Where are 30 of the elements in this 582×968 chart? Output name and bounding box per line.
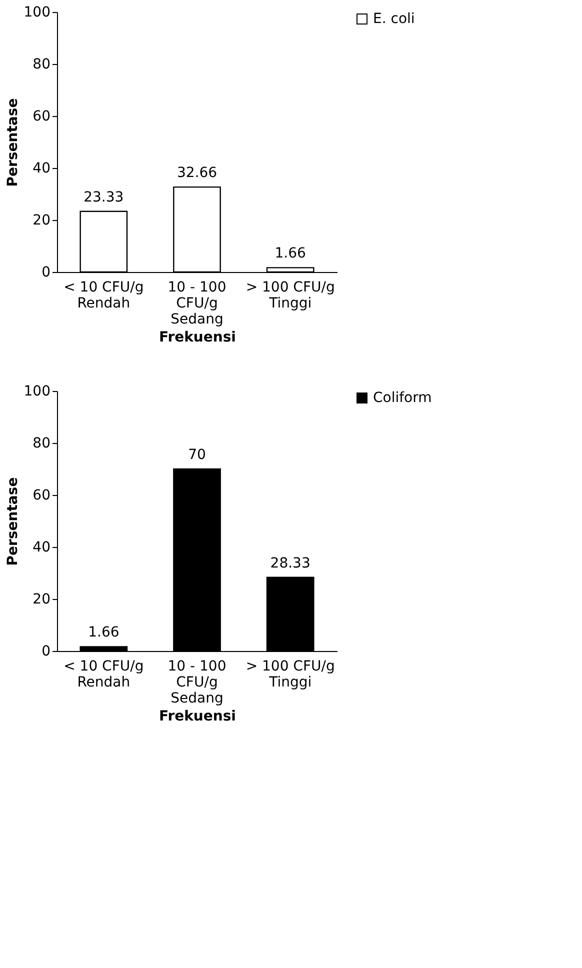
data-label: 28.33 — [270, 555, 310, 572]
y-axis-title: Persentase — [4, 98, 21, 187]
y-tick-label: 20 — [32, 212, 50, 228]
data-label: 1.66 — [274, 246, 306, 262]
y-tick-label: 100 — [24, 384, 50, 400]
x-axis-title: Frekuensi — [159, 708, 236, 724]
y-tick-label: 80 — [32, 436, 50, 452]
x-tick-label: > 100 CFU/g Tinggi — [246, 658, 335, 690]
x-tick-label: < 10 CFU/g Rendah — [64, 280, 144, 312]
y-tick-label: 40 — [32, 160, 50, 176]
x-tick-label: 10 - 100 CFU/g Sedang — [168, 280, 226, 328]
y-tick-label: 40 — [32, 540, 50, 556]
y-tick-label: 60 — [32, 488, 50, 504]
data-label: 32.66 — [176, 165, 218, 182]
legend-label: E. coli — [373, 11, 415, 27]
x-tick-label: 10 - 100 CFU/g Sedang — [168, 658, 226, 706]
y-tick-label: 0 — [42, 264, 50, 280]
x-tick-label: < 10 CFU/g Rendah — [64, 658, 144, 690]
y-axis-title: Persentase — [4, 477, 21, 566]
y-tick-label: 80 — [32, 56, 50, 72]
y-tick-label: 100 — [24, 4, 50, 20]
y-tick-label: 0 — [42, 644, 50, 660]
y-tick-label: 20 — [32, 592, 50, 608]
x-axis-title: Frekuensi — [159, 330, 236, 346]
data-label: 70 — [188, 447, 206, 463]
data-label: 23.33 — [84, 189, 124, 206]
x-tick-label: > 100 CFU/g Tinggi — [246, 280, 335, 312]
y-tick-label: 60 — [32, 108, 50, 124]
legend-label: Coliform — [373, 390, 432, 406]
data-label: 1.66 — [88, 624, 120, 641]
